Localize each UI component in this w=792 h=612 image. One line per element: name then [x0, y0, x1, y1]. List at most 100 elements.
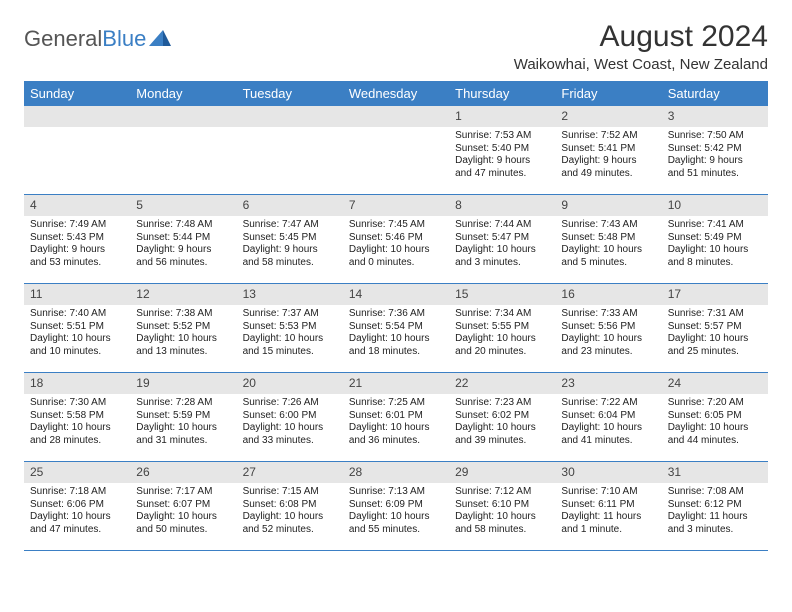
brand-part1: General: [24, 26, 102, 52]
sunset-text: Sunset: 5:53 PM: [243, 321, 337, 334]
day-details: [130, 127, 236, 134]
day-cell: 11Sunrise: 7:40 AMSunset: 5:51 PMDayligh…: [24, 284, 130, 372]
sunrise-text: Sunrise: 7:41 AM: [668, 219, 762, 232]
sunset-text: Sunset: 5:57 PM: [668, 321, 762, 334]
daylight-text: Daylight: 10 hours and 41 minutes.: [561, 422, 655, 447]
day-details: Sunrise: 7:40 AMSunset: 5:51 PMDaylight:…: [24, 305, 130, 362]
sunset-text: Sunset: 5:46 PM: [349, 232, 443, 245]
day-number: 22: [449, 373, 555, 394]
day-number: 24: [662, 373, 768, 394]
sunset-text: Sunset: 5:43 PM: [30, 232, 124, 245]
day-cell: 1Sunrise: 7:53 AMSunset: 5:40 PMDaylight…: [449, 106, 555, 194]
sunrise-text: Sunrise: 7:50 AM: [668, 130, 762, 143]
sunrise-text: Sunrise: 7:48 AM: [136, 219, 230, 232]
day-number: 28: [343, 462, 449, 483]
day-details: Sunrise: 7:47 AMSunset: 5:45 PMDaylight:…: [237, 216, 343, 273]
sunset-text: Sunset: 6:06 PM: [30, 499, 124, 512]
day-number: 13: [237, 284, 343, 305]
day-details: Sunrise: 7:25 AMSunset: 6:01 PMDaylight:…: [343, 394, 449, 451]
calendar: SundayMondayTuesdayWednesdayThursdayFrid…: [24, 81, 768, 551]
daylight-text: Daylight: 10 hours and 3 minutes.: [455, 244, 549, 269]
day-number: 6: [237, 195, 343, 216]
daylight-text: Daylight: 10 hours and 31 minutes.: [136, 422, 230, 447]
day-number: 11: [24, 284, 130, 305]
day-details: Sunrise: 7:18 AMSunset: 6:06 PMDaylight:…: [24, 483, 130, 540]
daylight-text: Daylight: 10 hours and 39 minutes.: [455, 422, 549, 447]
day-number: 21: [343, 373, 449, 394]
day-number: 20: [237, 373, 343, 394]
day-cell: 9Sunrise: 7:43 AMSunset: 5:48 PMDaylight…: [555, 195, 661, 283]
day-details: Sunrise: 7:36 AMSunset: 5:54 PMDaylight:…: [343, 305, 449, 362]
day-cell: 5Sunrise: 7:48 AMSunset: 5:44 PMDaylight…: [130, 195, 236, 283]
day-number: 14: [343, 284, 449, 305]
day-details: Sunrise: 7:13 AMSunset: 6:09 PMDaylight:…: [343, 483, 449, 540]
day-header-cell: Friday: [555, 81, 661, 106]
day-number: 19: [130, 373, 236, 394]
day-number: 0: [343, 106, 449, 127]
day-details: Sunrise: 7:53 AMSunset: 5:40 PMDaylight:…: [449, 127, 555, 184]
day-number: 0: [24, 106, 130, 127]
day-header-row: SundayMondayTuesdayWednesdayThursdayFrid…: [24, 81, 768, 106]
day-cell: 15Sunrise: 7:34 AMSunset: 5:55 PMDayligh…: [449, 284, 555, 372]
day-number: 0: [237, 106, 343, 127]
daylight-text: Daylight: 9 hours and 47 minutes.: [455, 155, 549, 180]
day-cell: 0: [130, 106, 236, 194]
sunrise-text: Sunrise: 7:22 AM: [561, 397, 655, 410]
day-number: 23: [555, 373, 661, 394]
day-cell: 16Sunrise: 7:33 AMSunset: 5:56 PMDayligh…: [555, 284, 661, 372]
sunrise-text: Sunrise: 7:31 AM: [668, 308, 762, 321]
day-details: Sunrise: 7:26 AMSunset: 6:00 PMDaylight:…: [237, 394, 343, 451]
day-details: Sunrise: 7:52 AMSunset: 5:41 PMDaylight:…: [555, 127, 661, 184]
brand-logo: GeneralBlue: [24, 20, 171, 52]
sunset-text: Sunset: 5:59 PM: [136, 410, 230, 423]
title-block: August 2024 Waikowhai, West Coast, New Z…: [514, 20, 768, 73]
sunset-text: Sunset: 5:44 PM: [136, 232, 230, 245]
day-cell: 3Sunrise: 7:50 AMSunset: 5:42 PMDaylight…: [662, 106, 768, 194]
daylight-text: Daylight: 11 hours and 1 minute.: [561, 511, 655, 536]
day-header-cell: Wednesday: [343, 81, 449, 106]
day-cell: 30Sunrise: 7:10 AMSunset: 6:11 PMDayligh…: [555, 462, 661, 550]
day-details: Sunrise: 7:45 AMSunset: 5:46 PMDaylight:…: [343, 216, 449, 273]
day-number: 4: [24, 195, 130, 216]
daylight-text: Daylight: 10 hours and 55 minutes.: [349, 511, 443, 536]
day-number: 15: [449, 284, 555, 305]
sunset-text: Sunset: 6:00 PM: [243, 410, 337, 423]
day-details: [237, 127, 343, 134]
daylight-text: Daylight: 10 hours and 20 minutes.: [455, 333, 549, 358]
day-cell: 27Sunrise: 7:15 AMSunset: 6:08 PMDayligh…: [237, 462, 343, 550]
day-cell: 13Sunrise: 7:37 AMSunset: 5:53 PMDayligh…: [237, 284, 343, 372]
daylight-text: Daylight: 10 hours and 18 minutes.: [349, 333, 443, 358]
sunrise-text: Sunrise: 7:53 AM: [455, 130, 549, 143]
sunset-text: Sunset: 5:51 PM: [30, 321, 124, 334]
day-number: 5: [130, 195, 236, 216]
sunrise-text: Sunrise: 7:43 AM: [561, 219, 655, 232]
sunrise-text: Sunrise: 7:33 AM: [561, 308, 655, 321]
day-number: 30: [555, 462, 661, 483]
day-cell: 22Sunrise: 7:23 AMSunset: 6:02 PMDayligh…: [449, 373, 555, 461]
week-row: 25Sunrise: 7:18 AMSunset: 6:06 PMDayligh…: [24, 462, 768, 551]
day-header-cell: Tuesday: [237, 81, 343, 106]
day-details: Sunrise: 7:48 AMSunset: 5:44 PMDaylight:…: [130, 216, 236, 273]
day-cell: 23Sunrise: 7:22 AMSunset: 6:04 PMDayligh…: [555, 373, 661, 461]
sunrise-text: Sunrise: 7:08 AM: [668, 486, 762, 499]
day-details: Sunrise: 7:12 AMSunset: 6:10 PMDaylight:…: [449, 483, 555, 540]
day-header-cell: Thursday: [449, 81, 555, 106]
daylight-text: Daylight: 9 hours and 58 minutes.: [243, 244, 337, 269]
day-cell: 10Sunrise: 7:41 AMSunset: 5:49 PMDayligh…: [662, 195, 768, 283]
sunset-text: Sunset: 5:49 PM: [668, 232, 762, 245]
day-cell: 21Sunrise: 7:25 AMSunset: 6:01 PMDayligh…: [343, 373, 449, 461]
sunrise-text: Sunrise: 7:20 AM: [668, 397, 762, 410]
location-text: Waikowhai, West Coast, New Zealand: [514, 56, 768, 73]
sunset-text: Sunset: 5:56 PM: [561, 321, 655, 334]
day-number: 31: [662, 462, 768, 483]
daylight-text: Daylight: 10 hours and 15 minutes.: [243, 333, 337, 358]
day-details: Sunrise: 7:30 AMSunset: 5:58 PMDaylight:…: [24, 394, 130, 451]
daylight-text: Daylight: 10 hours and 23 minutes.: [561, 333, 655, 358]
sunrise-text: Sunrise: 7:34 AM: [455, 308, 549, 321]
sunrise-text: Sunrise: 7:15 AM: [243, 486, 337, 499]
day-details: Sunrise: 7:08 AMSunset: 6:12 PMDaylight:…: [662, 483, 768, 540]
sunset-text: Sunset: 6:12 PM: [668, 499, 762, 512]
brand-part2: Blue: [102, 26, 146, 52]
day-cell: 24Sunrise: 7:20 AMSunset: 6:05 PMDayligh…: [662, 373, 768, 461]
sunrise-text: Sunrise: 7:23 AM: [455, 397, 549, 410]
